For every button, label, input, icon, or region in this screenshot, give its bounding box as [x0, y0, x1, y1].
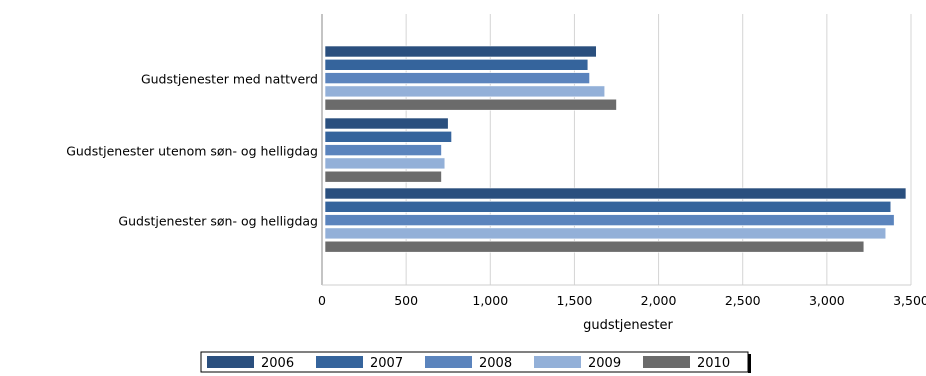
- legend-label-2007: 2007: [370, 356, 403, 371]
- bar-2007: [325, 59, 588, 70]
- legend-label-2010: 2010: [697, 356, 730, 371]
- bar-2006: [325, 188, 906, 199]
- bar-2008: [325, 215, 894, 226]
- x-tick-label: 500: [394, 293, 418, 308]
- bar-2010: [325, 171, 441, 182]
- bar-2007: [325, 131, 452, 142]
- bar-2008: [325, 73, 590, 84]
- category-label: Gudstjenester utenom søn- og helligdag: [66, 143, 318, 158]
- bar-2010: [325, 99, 617, 110]
- category-label: Gudstjenester med nattverd: [141, 71, 318, 86]
- bar-2006: [325, 46, 596, 57]
- legend-label-2008: 2008: [479, 356, 512, 371]
- axes: 0 500 1,000 1,500 2,000 2,500 3,000 3,500 Gudstj…: [66, 14, 926, 308]
- legend-label-2009: 2009: [588, 356, 621, 371]
- x-tick-label: 3,000: [809, 293, 845, 308]
- category-label: Gudstjenester søn- og helligdag: [118, 213, 318, 228]
- x-tick-label: 2,500: [725, 293, 761, 308]
- bar-2008: [325, 145, 441, 156]
- legend-swatch-2007: [316, 356, 363, 368]
- legend-label-2006: 2006: [261, 356, 294, 371]
- bar-2010: [325, 241, 864, 252]
- bar-2009: [325, 228, 886, 239]
- bar-2007: [325, 201, 891, 212]
- bar-2009: [325, 86, 605, 97]
- bar-2006: [325, 118, 448, 129]
- x-tick-label: 1,000: [472, 293, 508, 308]
- legend-swatch-2009: [534, 356, 581, 368]
- legend: 2006 2007 2008 2009 2010: [201, 352, 750, 373]
- legend-swatch-2008: [425, 356, 472, 368]
- legend-swatch-2006: [207, 356, 254, 368]
- bar-2009: [325, 158, 445, 169]
- x-tick-label: 1,500: [557, 293, 593, 308]
- x-tick-label: 0: [318, 293, 326, 308]
- legend-swatch-2010: [643, 356, 690, 368]
- x-tick-label: 3,500: [893, 293, 926, 308]
- bars: [325, 46, 906, 252]
- x-tick-label: 2,000: [641, 293, 677, 308]
- x-axis-title: gudstjenester: [583, 318, 673, 333]
